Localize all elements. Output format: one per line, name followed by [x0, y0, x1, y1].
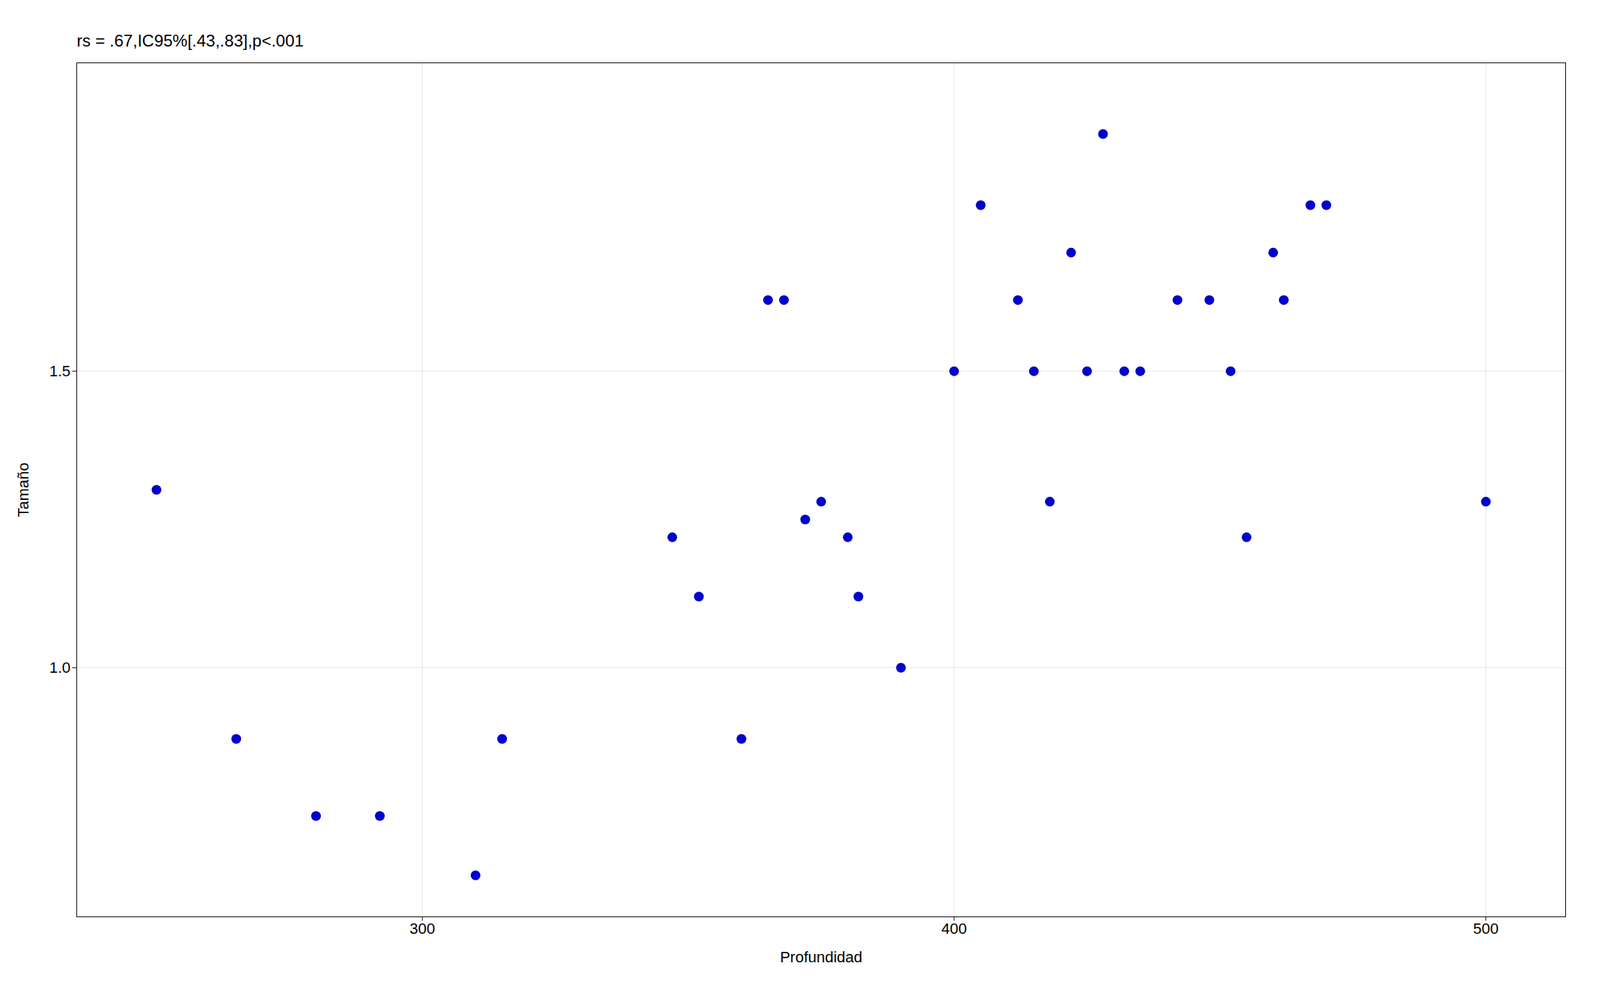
- svg-text:1.5: 1.5: [49, 362, 71, 380]
- svg-text:Tamaño: Tamaño: [14, 462, 32, 517]
- svg-text:rs = .67,IC95%[.43,.83],p<.001: rs = .67,IC95%[.43,.83],p<.001: [77, 31, 305, 50]
- svg-text:1.0: 1.0: [49, 659, 71, 677]
- svg-text:Profundidad: Profundidad: [779, 948, 863, 966]
- svg-text:400: 400: [941, 920, 968, 938]
- svg-text:300: 300: [409, 920, 436, 938]
- svg-text:500: 500: [1472, 920, 1499, 938]
